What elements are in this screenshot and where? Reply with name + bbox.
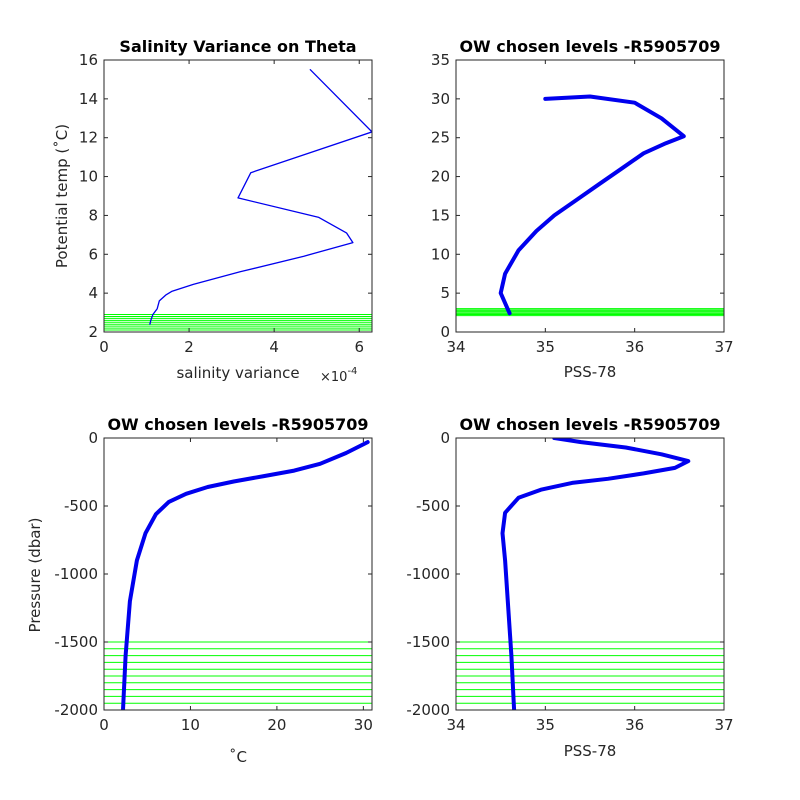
y-tick-label: 0: [440, 429, 450, 447]
y-tick-label: 4: [88, 284, 98, 302]
y-tick-label: 30: [431, 90, 450, 108]
x-tick-label: 0: [99, 338, 109, 356]
plot-area: [104, 438, 372, 710]
x-axis-label: ˚C: [229, 748, 247, 766]
plot-content: [456, 438, 724, 710]
y-tick-label: 2: [88, 323, 98, 341]
x-tick-label: 35: [536, 338, 555, 356]
plot-area: [456, 438, 724, 710]
panel-title: OW chosen levels -R5905709: [107, 415, 368, 434]
y-tick-label: -1000: [54, 565, 98, 583]
x-tick-label: 4: [269, 338, 279, 356]
x-exponent-label: ×10-4: [320, 366, 357, 385]
x-axis-label: PSS-78: [564, 742, 617, 760]
x-tick-label: 37: [714, 338, 733, 356]
plot-area: [456, 60, 724, 332]
panel-salinity-theta: OW chosen levels -R5905709 PSS-78 34 35 36…: [431, 37, 734, 381]
x-tick-label: 20: [267, 716, 286, 734]
panel-salinity-variance: Salinity Variance on Theta salinity vari…: [53, 37, 373, 385]
x-tick-label: 34: [446, 716, 465, 734]
y-tick-label: -2000: [406, 701, 450, 719]
axes-box: [455, 59, 725, 333]
y-tick-label: 0: [440, 323, 450, 341]
y-tick-label: 0: [88, 429, 98, 447]
y-tick-label: -1000: [406, 565, 450, 583]
y-tick-label: 12: [79, 129, 98, 147]
x-tick-label: 36: [625, 716, 644, 734]
panel-salinity-pressure: OW chosen levels -R5905709 PSS-78 34 35 36…: [406, 415, 733, 760]
x-tick-label: 0: [99, 716, 109, 734]
x-tick-label: 2: [184, 338, 194, 356]
y-tick-label: 10: [431, 245, 450, 263]
plot-area: [104, 60, 372, 332]
panel-title: Salinity Variance on Theta: [119, 37, 356, 56]
y-tick-label: 8: [88, 206, 98, 224]
profile-series-line: [500, 438, 691, 710]
y-tick-label: 25: [431, 129, 450, 147]
y-tick-label: -1500: [54, 633, 98, 651]
profile-series-line: [121, 440, 370, 710]
x-tick-label: 37: [714, 716, 733, 734]
y-tick-label: -500: [64, 497, 98, 515]
y-tick-label: 15: [431, 206, 450, 224]
plot-content: [104, 440, 372, 710]
panel-title: OW chosen levels -R5905709: [459, 415, 720, 434]
x-tick-label: 10: [181, 716, 200, 734]
profile-series-line: [498, 94, 686, 316]
y-axis-label: Potential temp (˚C): [53, 124, 71, 268]
y-tick-label: -1500: [406, 633, 450, 651]
x-tick-label: 36: [625, 338, 644, 356]
x-axis-label: PSS-78: [564, 363, 617, 381]
axes-box: [103, 59, 373, 333]
x-tick-label: 35: [536, 716, 555, 734]
panel-title: OW chosen levels -R5905709: [459, 37, 720, 56]
y-tick-label: 6: [88, 245, 98, 263]
y-tick-label: -2000: [54, 701, 98, 719]
y-tick-label: 14: [79, 90, 98, 108]
plot-content: [104, 69, 372, 331]
y-tick-label: 35: [431, 51, 450, 69]
y-axis-label: Pressure (dbar): [26, 518, 44, 633]
y-tick-label: 16: [79, 51, 98, 69]
x-axis-label: salinity variance: [176, 364, 299, 382]
plot-content: [456, 94, 724, 317]
x-tick-label: 34: [446, 338, 465, 356]
y-tick-label: 10: [79, 168, 98, 186]
panel-temperature-pressure: OW chosen levels -R5905709 ˚C Pressure (…: [26, 415, 373, 766]
x-tick-label: 30: [354, 716, 373, 734]
y-tick-label: 20: [431, 168, 450, 186]
y-tick-label: 5: [440, 284, 450, 302]
y-tick-label: -500: [416, 497, 450, 515]
x-tick-label: 6: [354, 338, 364, 356]
profile-series-line: [149, 69, 372, 325]
